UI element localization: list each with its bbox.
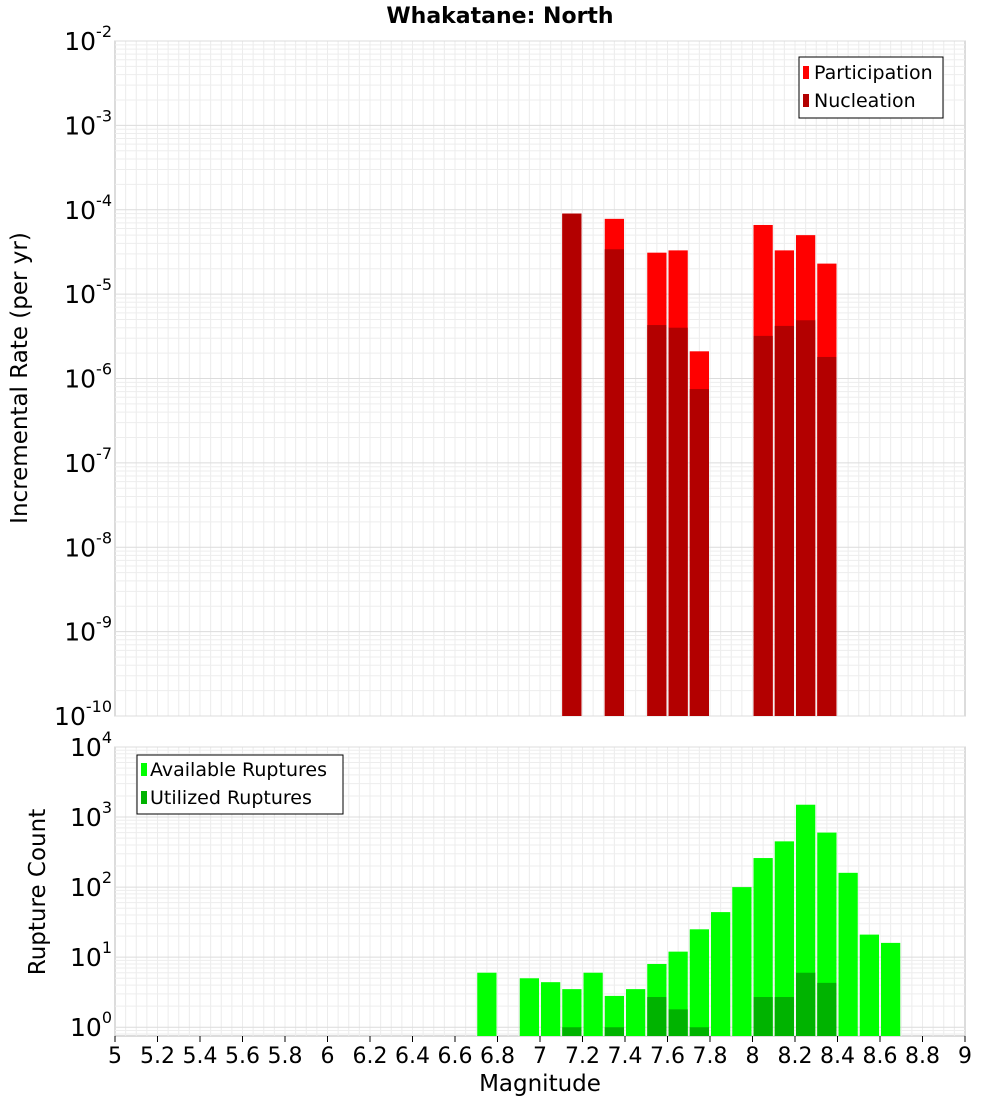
legend-swatch-utilized	[141, 791, 147, 804]
y-tick-label: 10-2	[64, 22, 112, 56]
x-tick-label: 7.4	[608, 1044, 643, 1069]
available-ruptures-bar	[541, 982, 561, 1036]
available-ruptures-bar	[562, 989, 582, 1036]
x-tick-label: 8.4	[820, 1044, 855, 1069]
utilized-ruptures-bar	[668, 1009, 688, 1036]
y-tick-label: 101	[70, 938, 112, 972]
legend-label-utilized: Utilized Ruptures	[150, 787, 312, 809]
available-ruptures-bar	[838, 872, 858, 1036]
nucleation-bar	[796, 320, 816, 716]
y-tick-label: 10-3	[64, 106, 112, 140]
rate-y-ticks: 10-2 10-3 10-4 10-5 10-6 10-7 10-8 10-9 10-10	[54, 22, 112, 731]
x-tick-label: 6.6	[438, 1044, 473, 1069]
x-tick-label: 8.6	[863, 1044, 898, 1069]
rate-y-axis-label: Incremental Rate (per yr)	[7, 232, 33, 524]
chart-title: Whakatane: North	[386, 4, 613, 29]
available-ruptures-bar	[604, 995, 624, 1036]
available-ruptures-bar	[774, 841, 794, 1036]
utilized-ruptures-bar	[689, 1027, 709, 1036]
nucleation-bar	[604, 249, 624, 716]
count-legend-box	[136, 754, 344, 815]
count-bars	[477, 804, 901, 1036]
x-tick-label: 6.4	[395, 1044, 430, 1069]
utilized-ruptures-bar	[817, 982, 837, 1036]
nucleation-bar	[774, 325, 794, 716]
x-tick-label: 8.8	[905, 1044, 940, 1069]
legend-swatch-participation	[803, 66, 809, 79]
x-tick-label: 7.6	[650, 1044, 685, 1069]
x-tick-label: 5.8	[268, 1044, 303, 1069]
available-ruptures-bar	[477, 972, 497, 1036]
rupture-count-panel: 104 103 102 101 100 5 5.2 5.4 5.6 5.8 6 6.2 6.4 6.6 6…	[25, 728, 972, 1097]
x-tick-label: 7	[533, 1044, 547, 1069]
x-tick-label: 5.4	[183, 1044, 218, 1069]
utilized-ruptures-bar	[604, 1027, 624, 1036]
y-tick-label: 102	[70, 868, 112, 902]
count-y-axis-label: Rupture Count	[25, 809, 51, 975]
nucleation-bar	[647, 325, 667, 716]
x-tick-label: 5.6	[225, 1044, 260, 1069]
x-tick-label: 6	[321, 1044, 335, 1069]
x-tick-label: 5.2	[140, 1044, 175, 1069]
legend-label-participation: Participation	[814, 62, 933, 84]
y-tick-label: 10-6	[64, 360, 112, 394]
y-tick-label: 10-10	[54, 697, 112, 731]
y-tick-label: 104	[70, 728, 112, 762]
y-tick-label: 100	[70, 1008, 112, 1042]
count-legend: Available Ruptures Utilized Ruptures	[136, 754, 344, 815]
y-tick-label: 103	[70, 798, 112, 832]
utilized-ruptures-bar	[753, 997, 773, 1036]
nucleation-bar	[753, 335, 773, 716]
legend-label-nucleation: Nucleation	[814, 90, 916, 112]
nucleation-bar	[668, 327, 688, 716]
rate-panel: 10-2 10-3 10-4 10-5 10-6 10-7 10-8 10-9 10-10 In…	[7, 22, 966, 731]
nucleation-bar	[689, 389, 709, 716]
rate-bars	[562, 213, 837, 717]
y-tick-label: 10-9	[64, 613, 112, 647]
utilized-ruptures-bar	[562, 1027, 582, 1036]
utilized-ruptures-bar	[796, 972, 816, 1036]
available-ruptures-bar	[689, 929, 709, 1036]
magnitude-x-ticks: 5 5.2 5.4 5.6 5.8 6 6.2 6.4 6.6 6.8 7 7.2 7.4 7.6 7.8 8…	[108, 1036, 972, 1069]
rate-legend-box	[798, 56, 944, 119]
legend-swatch-nucleation	[803, 94, 809, 107]
nucleation-bar	[817, 356, 837, 716]
rate-gridlines	[115, 40, 965, 717]
available-ruptures-bar	[583, 972, 603, 1036]
x-axis-label: Magnitude	[479, 1071, 601, 1097]
nucleation-bar	[562, 213, 582, 717]
available-ruptures-bar	[859, 934, 879, 1036]
y-tick-label: 10-8	[64, 528, 112, 562]
legend-label-available: Available Ruptures	[150, 759, 327, 781]
y-tick-label: 10-5	[64, 275, 112, 309]
x-tick-label: 9	[958, 1044, 972, 1069]
available-ruptures-bar	[753, 858, 773, 1036]
available-ruptures-bar	[626, 989, 646, 1036]
legend-swatch-available	[141, 763, 147, 776]
x-tick-label: 6.2	[353, 1044, 388, 1069]
y-tick-label: 10-4	[64, 191, 112, 225]
y-tick-label: 10-7	[64, 444, 112, 478]
x-tick-label: 5	[108, 1044, 122, 1069]
x-tick-label: 8	[746, 1044, 760, 1069]
available-ruptures-bar	[519, 978, 539, 1036]
x-tick-label: 8.2	[778, 1044, 813, 1069]
x-tick-label: 7.2	[565, 1044, 600, 1069]
available-ruptures-bar	[881, 942, 901, 1036]
available-ruptures-bar	[732, 887, 752, 1036]
x-tick-label: 6.8	[480, 1044, 515, 1069]
available-ruptures-bar	[711, 912, 731, 1036]
x-tick-label: 7.8	[693, 1044, 728, 1069]
rate-legend: Participation Nucleation	[798, 56, 944, 119]
utilized-ruptures-bar	[774, 997, 794, 1036]
utilized-ruptures-bar	[647, 997, 667, 1036]
count-y-ticks: 104 103 102 101 100	[70, 728, 112, 1042]
